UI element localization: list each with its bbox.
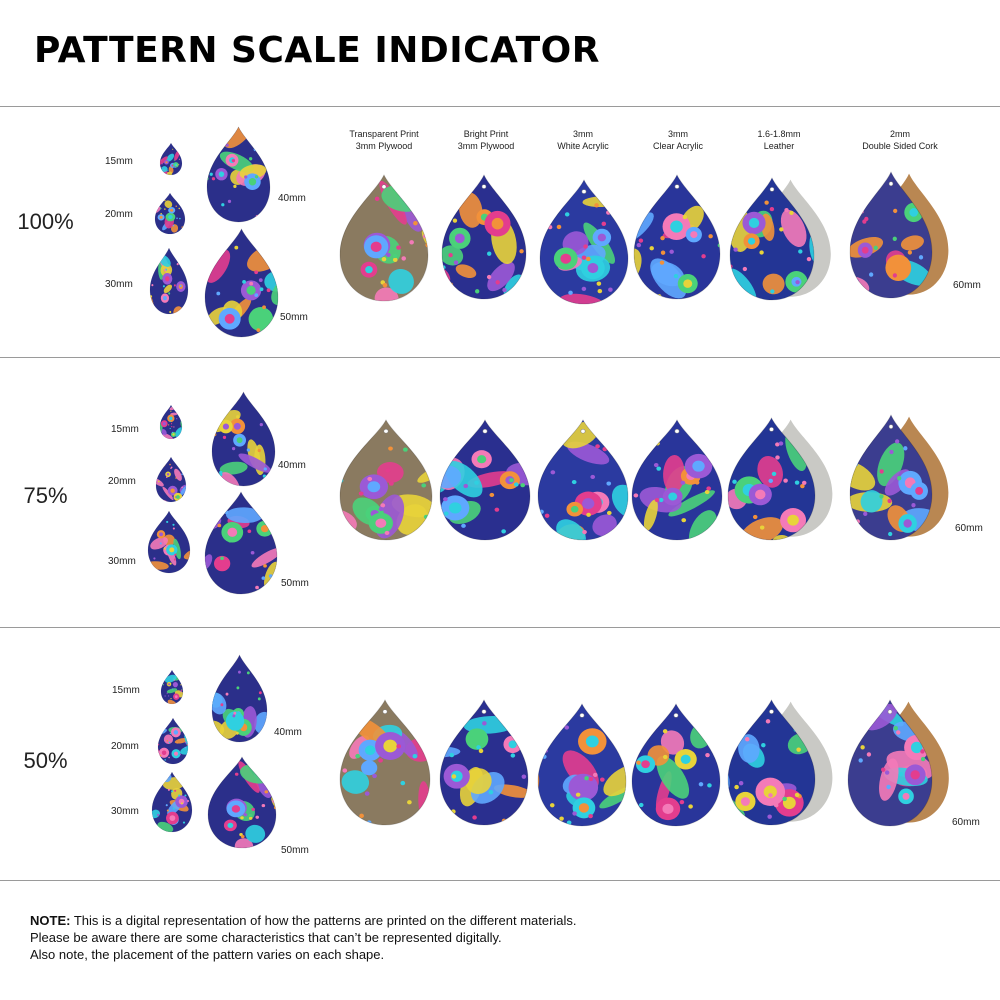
scale-section-100: 100% 15mm 20mm 30mm 40mm 50mm 60mm bbox=[0, 107, 1000, 357]
material-header-line: Transparent Print bbox=[349, 129, 419, 139]
earring-sample bbox=[729, 177, 831, 301]
note: NOTE: This is a digital representation o… bbox=[30, 912, 577, 963]
size-label-50mm: 50mm bbox=[280, 312, 308, 323]
size-label-60mm: 60mm bbox=[952, 817, 980, 828]
earring-sample bbox=[147, 510, 191, 574]
earring-sample bbox=[151, 771, 193, 833]
earring-sample bbox=[204, 491, 278, 595]
divider bbox=[0, 106, 1000, 107]
earring-sample bbox=[207, 756, 277, 849]
scale-section-50: 50% 15mm 20mm 30mm 40mm 50mm 60mm bbox=[0, 628, 1000, 878]
scale-label: 100% bbox=[17, 209, 74, 234]
earring-sample bbox=[160, 669, 184, 705]
material-header-line: 1.6-1.8mm bbox=[757, 129, 801, 139]
size-label-50mm: 50mm bbox=[281, 578, 309, 589]
material-header: Transparent Print 3mm Plywood bbox=[324, 128, 444, 152]
material-header-line: 3mm Plywood bbox=[355, 141, 413, 151]
earring-sample bbox=[157, 717, 189, 765]
earring-sample bbox=[537, 419, 629, 541]
earring-sample bbox=[339, 173, 429, 302]
size-label-15mm: 15mm bbox=[105, 156, 133, 167]
earring-sample bbox=[727, 417, 833, 541]
size-label-20mm: 20mm bbox=[108, 476, 136, 487]
size-label-30mm: 30mm bbox=[108, 556, 136, 567]
size-label-60mm: 60mm bbox=[953, 280, 981, 291]
material-header-line: 3mm Plywood bbox=[457, 141, 515, 151]
earring-sample bbox=[631, 419, 723, 541]
earring-sample bbox=[727, 698, 833, 826]
material-header: 3mm White Acrylic bbox=[523, 128, 643, 152]
size-label-15mm: 15mm bbox=[112, 685, 140, 696]
divider bbox=[0, 880, 1000, 881]
material-header-line: 3mm bbox=[573, 129, 593, 139]
earring-sample bbox=[149, 247, 189, 315]
earring-sample bbox=[539, 179, 629, 305]
size-label-20mm: 20mm bbox=[105, 209, 133, 220]
earring-sample bbox=[154, 192, 186, 235]
material-header-line: 2mm bbox=[890, 129, 910, 139]
earring-sample bbox=[339, 419, 433, 541]
material-header-line: Bright Print bbox=[463, 129, 509, 139]
earring-sample bbox=[204, 228, 279, 338]
note-label: NOTE: bbox=[30, 913, 71, 928]
material-header: 2mm Double Sided Cork bbox=[840, 128, 960, 152]
earring-sample bbox=[633, 174, 721, 300]
material-header-line: Clear Acrylic bbox=[652, 141, 703, 151]
size-label-40mm: 40mm bbox=[278, 193, 306, 204]
material-header-line: Leather bbox=[763, 141, 795, 151]
size-label-20mm: 20mm bbox=[111, 741, 139, 752]
scale-label: 50% bbox=[23, 748, 68, 773]
note-line-2: Please be aware there are some character… bbox=[30, 930, 502, 945]
size-label-30mm: 30mm bbox=[111, 806, 139, 817]
size-label-40mm: 40mm bbox=[274, 727, 302, 738]
material-header-line: Double Sided Cork bbox=[862, 141, 938, 151]
earring-sample bbox=[159, 142, 183, 176]
size-label-40mm: 40mm bbox=[278, 460, 306, 471]
earring-sample bbox=[441, 174, 527, 300]
earring-sample bbox=[537, 703, 627, 827]
earring-sample bbox=[631, 703, 721, 827]
size-label-60mm: 60mm bbox=[955, 523, 983, 534]
earring-sample bbox=[849, 413, 949, 541]
size-label-30mm: 30mm bbox=[105, 279, 133, 290]
size-label-50mm: 50mm bbox=[281, 845, 309, 856]
earring-sample bbox=[211, 391, 276, 487]
earring-sample bbox=[849, 170, 949, 299]
earring-sample bbox=[211, 654, 268, 743]
material-header-line: White Acrylic bbox=[557, 141, 609, 151]
page-title: PATTERN SCALE INDICATOR bbox=[34, 30, 601, 71]
material-header-line: 3mm bbox=[668, 129, 688, 139]
note-line-1: This is a digital representation of how … bbox=[70, 913, 577, 928]
earring-sample bbox=[439, 698, 529, 826]
material-header: Bright Print 3mm Plywood bbox=[426, 128, 546, 152]
divider bbox=[0, 357, 1000, 358]
earring-sample bbox=[339, 698, 431, 826]
earring-sample bbox=[439, 419, 531, 541]
earring-sample bbox=[159, 404, 183, 440]
earring-sample bbox=[206, 126, 271, 223]
material-header: 1.6-1.8mm Leather bbox=[719, 128, 839, 152]
earring-sample bbox=[847, 698, 949, 827]
divider bbox=[0, 627, 1000, 628]
scale-label: 75% bbox=[23, 483, 68, 508]
earring-sample bbox=[155, 456, 187, 503]
material-header: 3mm Clear Acrylic bbox=[618, 128, 738, 152]
scale-section-75: 75% 15mm 20mm 30mm 40mm 50mm 60mm bbox=[0, 358, 1000, 608]
size-label-15mm: 15mm bbox=[111, 424, 139, 435]
note-line-3: Also note, the placement of the pattern … bbox=[30, 947, 385, 962]
